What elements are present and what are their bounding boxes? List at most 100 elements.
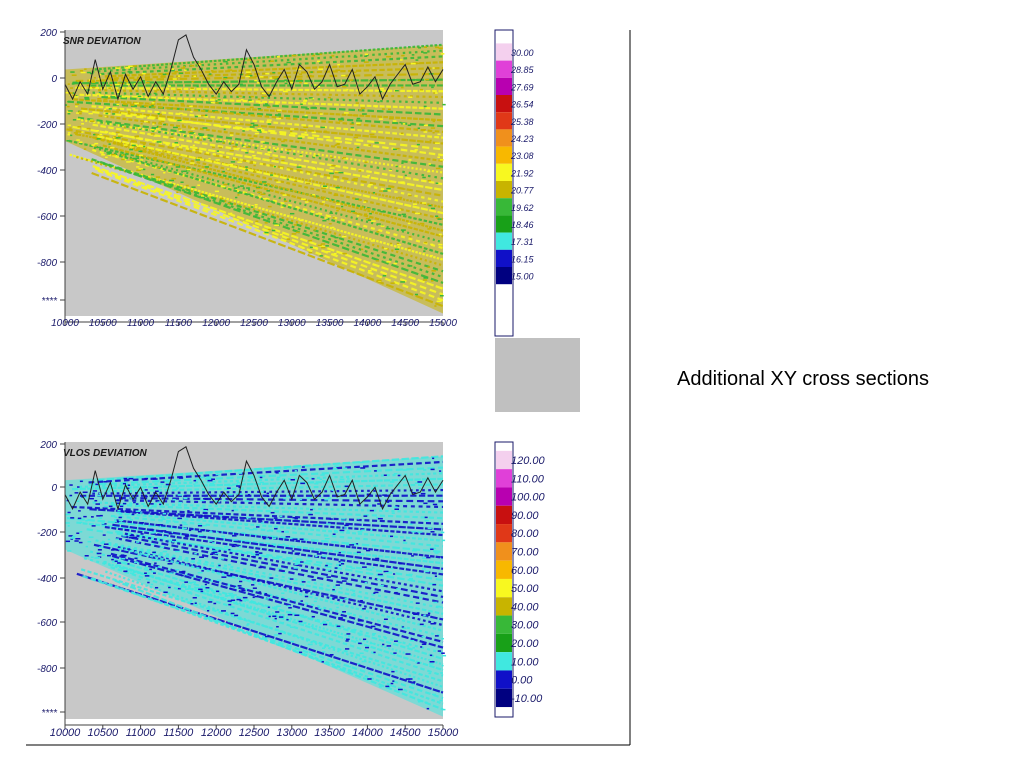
data-speckle	[219, 197, 224, 200]
data-streak	[98, 114, 444, 163]
data-speckle	[163, 123, 167, 126]
data-speckle	[246, 579, 251, 582]
data-speckle	[288, 611, 292, 613]
data-streak	[91, 105, 444, 139]
data-speckle	[88, 112, 93, 115]
data-speckle	[407, 222, 411, 225]
data-speckle	[223, 546, 229, 548]
data-speckle	[124, 570, 128, 573]
data-speckle	[156, 141, 162, 143]
colorbar-label: 26.54	[510, 100, 534, 110]
data-speckle	[351, 567, 356, 569]
data-speckle	[245, 152, 249, 154]
data-speckle	[346, 638, 350, 641]
data-speckle	[258, 102, 263, 104]
data-speckle	[336, 625, 341, 628]
data-speckle	[377, 578, 380, 581]
data-speckle	[277, 109, 282, 111]
data-speckle	[312, 194, 315, 196]
data-speckle	[78, 510, 81, 512]
data-speckle	[207, 479, 213, 482]
data-streak	[123, 548, 444, 632]
data-speckle	[394, 508, 399, 510]
colorbar-swatch	[496, 43, 512, 61]
data-speckle	[254, 75, 258, 77]
data-speckle	[208, 540, 213, 542]
data-speckle	[266, 492, 270, 495]
data-speckle	[176, 191, 179, 194]
data-speckle	[388, 169, 393, 172]
data-speckle	[93, 133, 96, 136]
data-speckle	[370, 625, 376, 628]
data-speckle	[345, 640, 349, 642]
data-speckle	[437, 133, 441, 136]
data-speckle	[139, 154, 144, 157]
data-speckle	[227, 620, 230, 623]
data-speckle	[153, 100, 156, 103]
data-speckle	[124, 529, 129, 531]
data-speckle	[108, 108, 112, 110]
data-streak	[66, 516, 444, 554]
data-speckle	[299, 81, 302, 84]
data-streak	[118, 512, 444, 542]
data-speckle	[269, 77, 273, 79]
data-speckle	[192, 597, 197, 599]
data-speckle	[103, 505, 108, 508]
data-speckle	[242, 596, 248, 599]
data-speckle	[235, 570, 238, 572]
data-speckle	[245, 75, 251, 78]
data-speckle	[321, 647, 325, 649]
data-speckle	[423, 250, 426, 252]
data-speckle	[304, 99, 308, 102]
data-speckle	[131, 537, 134, 539]
data-speckle	[114, 521, 120, 523]
data-speckle	[140, 159, 143, 161]
data-speckle	[382, 643, 385, 646]
data-speckle	[115, 131, 120, 134]
data-speckle	[74, 540, 79, 542]
data-speckle	[113, 559, 117, 561]
data-streak	[76, 521, 444, 565]
data-speckle	[222, 170, 225, 173]
data-speckle	[404, 174, 407, 177]
data-speckle	[177, 119, 182, 122]
data-speckle	[98, 546, 104, 548]
data-speckle	[78, 111, 83, 113]
data-speckle	[242, 130, 245, 132]
data-speckle	[341, 74, 346, 77]
data-speckle	[236, 481, 240, 484]
data-speckle	[356, 551, 361, 554]
data-speckle	[71, 83, 75, 85]
data-speckle	[266, 530, 270, 532]
data-speckle	[116, 502, 121, 505]
data-speckle	[208, 157, 211, 160]
data-speckle	[66, 140, 70, 142]
data-speckle	[133, 536, 138, 539]
data-speckle	[83, 148, 87, 150]
data-speckle	[175, 78, 179, 80]
data-speckle	[228, 493, 233, 496]
data-speckle	[411, 555, 414, 557]
data-speckle	[272, 615, 277, 618]
data-speckle	[90, 119, 94, 121]
data-speckle	[269, 577, 274, 579]
data-speckle	[370, 240, 376, 242]
data-speckle	[361, 248, 364, 251]
data-speckle	[336, 606, 339, 609]
data-speckle	[87, 540, 92, 543]
data-speckle	[344, 527, 347, 529]
data-speckle	[411, 530, 417, 533]
data-speckle	[413, 681, 416, 683]
data-speckle	[151, 559, 155, 561]
data-speckle	[331, 226, 335, 229]
data-speckle	[140, 533, 144, 535]
data-speckle	[202, 529, 206, 531]
colorbar-swatch	[496, 615, 512, 634]
data-speckle	[127, 110, 131, 113]
data-speckle	[274, 224, 280, 226]
data-speckle	[326, 523, 331, 525]
data-speckle	[208, 73, 212, 75]
data-speckle	[408, 577, 414, 580]
colorbar-label: 15.00	[511, 272, 534, 282]
panel-separator-white	[26, 338, 495, 440]
